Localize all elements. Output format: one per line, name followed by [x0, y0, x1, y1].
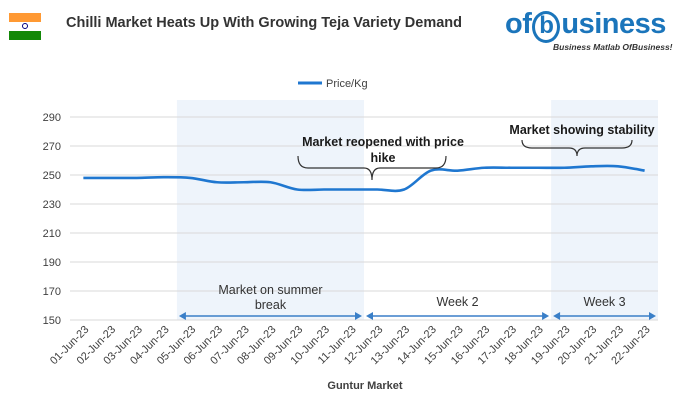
annotation-reopened-line1: Market reopened with price — [302, 135, 464, 149]
x-axis-title: Guntur Market — [327, 380, 403, 392]
y-tick-label: 210 — [43, 228, 61, 240]
legend-label: Price/Kg — [326, 78, 368, 90]
ofbusiness-logo: of b usiness Business Matlab OfBusiness! — [505, 8, 673, 58]
period-label-1-line1: Market on summer — [218, 283, 322, 297]
period-label-3: Week 3 — [583, 295, 625, 309]
y-tick-label: 150 — [43, 315, 61, 327]
period-label-2: Week 2 — [436, 295, 478, 309]
y-tick-label: 250 — [43, 170, 61, 182]
series-line-price — [83, 164, 645, 193]
y-tick-label: 270 — [43, 141, 61, 153]
y-tick-label: 170 — [43, 286, 61, 298]
y-tick-label: 190 — [43, 257, 61, 269]
y-tick-label: 230 — [43, 199, 61, 211]
annotation-reopened-line2: hike — [370, 151, 395, 165]
annotation-stability: Market showing stability — [509, 123, 654, 137]
india-flag-icon — [9, 13, 41, 40]
annotation-brace-reopened — [297, 155, 447, 181]
y-tick-label: 290 — [43, 112, 61, 124]
period-arrow-1-head-left — [178, 312, 186, 320]
logo-tagline: Business Matlab OfBusiness! — [553, 42, 673, 52]
shaded-range-2 — [551, 100, 658, 320]
period-arrow-1-head-right — [355, 312, 362, 320]
annotation-brace-stability — [521, 139, 633, 157]
period-arrow-2-head-left — [366, 312, 373, 320]
period-arrow-2-head-right — [542, 312, 550, 320]
period-label-1-line2: break — [255, 298, 287, 312]
period-arrow-3-head-left — [553, 312, 561, 320]
period-arrow-3-head-right — [649, 312, 656, 320]
page-title: Chilli Market Heats Up With Growing Teja… — [66, 15, 463, 31]
shaded-range-1 — [176, 100, 364, 320]
logo-wordmark: of b usiness — [505, 8, 666, 43]
